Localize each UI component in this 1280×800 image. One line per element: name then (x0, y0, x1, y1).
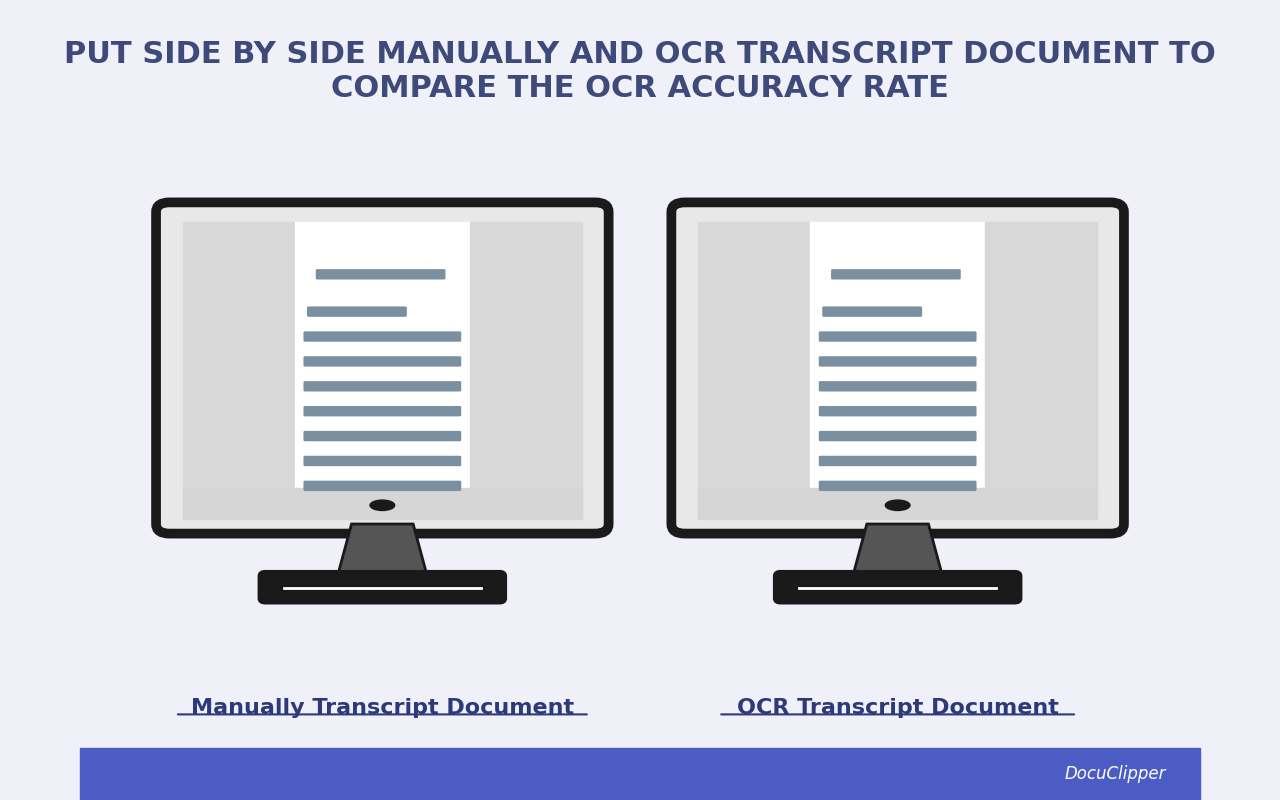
FancyBboxPatch shape (819, 456, 977, 466)
FancyBboxPatch shape (303, 331, 461, 342)
Bar (79, 748, 1201, 800)
FancyBboxPatch shape (303, 406, 461, 416)
FancyBboxPatch shape (303, 456, 461, 466)
Text: PUT SIDE BY SIDE MANUALLY AND OCR TRANSCRIPT DOCUMENT TO
COMPARE THE OCR ACCURAC: PUT SIDE BY SIDE MANUALLY AND OCR TRANSC… (64, 40, 1216, 102)
Bar (986, 222, 1097, 514)
FancyBboxPatch shape (303, 431, 461, 442)
Text: DocuClipper: DocuClipper (1065, 766, 1166, 783)
FancyBboxPatch shape (774, 572, 1020, 602)
Polygon shape (852, 524, 942, 576)
Text: Manually Transcript Document: Manually Transcript Document (191, 698, 573, 718)
FancyBboxPatch shape (303, 356, 461, 366)
Bar (470, 222, 581, 514)
FancyBboxPatch shape (831, 269, 961, 279)
FancyBboxPatch shape (260, 572, 506, 602)
Bar (699, 222, 810, 514)
FancyBboxPatch shape (819, 356, 977, 366)
FancyBboxPatch shape (156, 202, 608, 534)
FancyBboxPatch shape (819, 431, 977, 442)
FancyBboxPatch shape (819, 331, 977, 342)
FancyBboxPatch shape (316, 269, 445, 279)
FancyBboxPatch shape (819, 381, 977, 391)
Bar (183, 222, 294, 514)
Text: OCR Transcript Document: OCR Transcript Document (737, 698, 1059, 718)
Bar (810, 222, 986, 514)
Bar (183, 488, 581, 519)
FancyBboxPatch shape (303, 381, 461, 391)
FancyBboxPatch shape (819, 406, 977, 416)
FancyBboxPatch shape (822, 306, 922, 317)
FancyBboxPatch shape (303, 481, 461, 491)
Ellipse shape (886, 500, 910, 510)
FancyBboxPatch shape (819, 481, 977, 491)
Bar (699, 488, 1097, 519)
FancyBboxPatch shape (307, 306, 407, 317)
FancyBboxPatch shape (672, 202, 1124, 534)
Polygon shape (338, 524, 428, 576)
Bar (294, 222, 470, 514)
Ellipse shape (370, 500, 394, 510)
